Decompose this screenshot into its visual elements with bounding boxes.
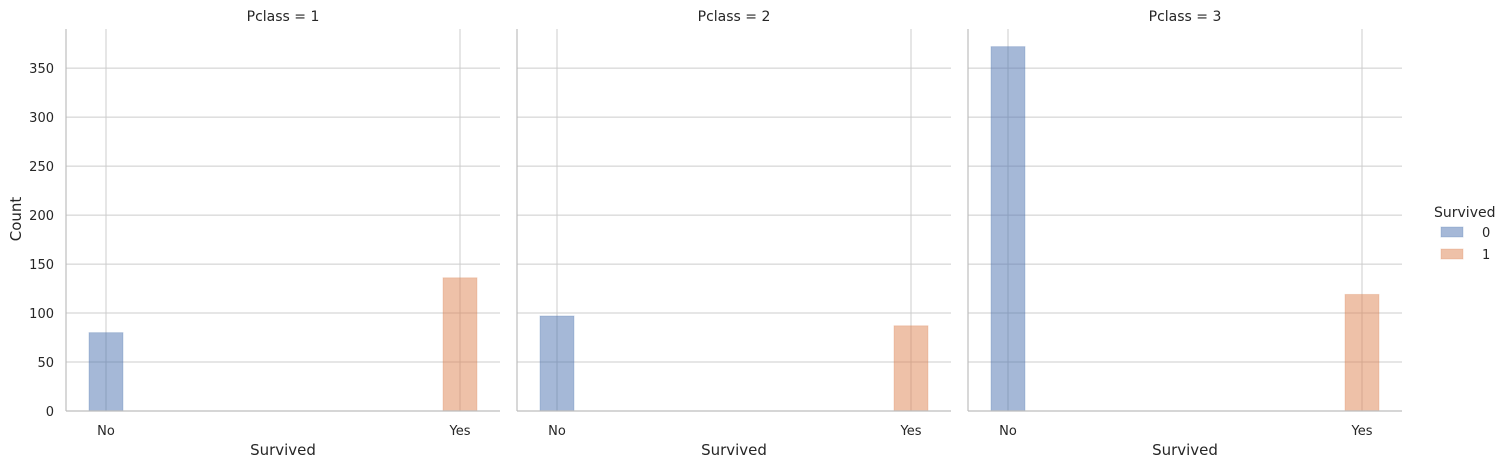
y-tick-label: 300 [29, 111, 54, 126]
y-tick-label: 350 [29, 62, 54, 77]
x-tick-label: Yes [1351, 424, 1373, 439]
legend-swatch [1440, 226, 1464, 238]
x-tick-label: Yes [449, 424, 471, 439]
facet-title: Pclass = 3 [1149, 9, 1222, 25]
legend-label: 0 [1482, 226, 1490, 241]
bar [893, 325, 929, 412]
facet-title: Pclass = 1 [247, 9, 320, 25]
y-tick-label: 0 [46, 405, 54, 420]
x-axis-label: Survived [701, 441, 767, 459]
y-axis-label: Count [7, 197, 25, 242]
x-tick-label: Yes [900, 424, 922, 439]
x-tick-label: No [548, 424, 566, 439]
x-axis-label: Survived [250, 441, 316, 459]
bar [990, 46, 1026, 412]
y-tick-label: 200 [29, 209, 54, 224]
facet-title: Pclass = 2 [698, 9, 771, 25]
y-tick-label: 100 [29, 307, 54, 322]
x-tick-label: No [999, 424, 1017, 439]
x-axis-label: Survived [1152, 441, 1218, 459]
facet-panel: 0 50 100 150 200 250 300 350 No Yes Survived Pclass… [29, 9, 500, 459]
y-tick-label: 250 [29, 160, 54, 175]
bar [1344, 293, 1380, 412]
facet-panel: No Yes Survived Pclass = 2 [516, 9, 951, 459]
y-tick-label: 150 [29, 258, 54, 273]
chart-panels: 0 50 100 150 200 250 300 350 No Yes Survived Pclass… [29, 9, 1402, 459]
bar [88, 332, 124, 412]
legend-label: 1 [1482, 248, 1490, 263]
legend-title: Survived [1434, 205, 1495, 221]
bar [442, 277, 478, 412]
y-tick-label: 50 [37, 356, 54, 371]
x-tick-label: No [97, 424, 115, 439]
facet-panel: No Yes Survived Pclass = 3 [967, 9, 1402, 459]
bar [539, 315, 575, 412]
legend-items: 01 [1440, 226, 1490, 263]
legend-swatch [1440, 248, 1464, 260]
legend: Survived 01 [1434, 205, 1495, 263]
